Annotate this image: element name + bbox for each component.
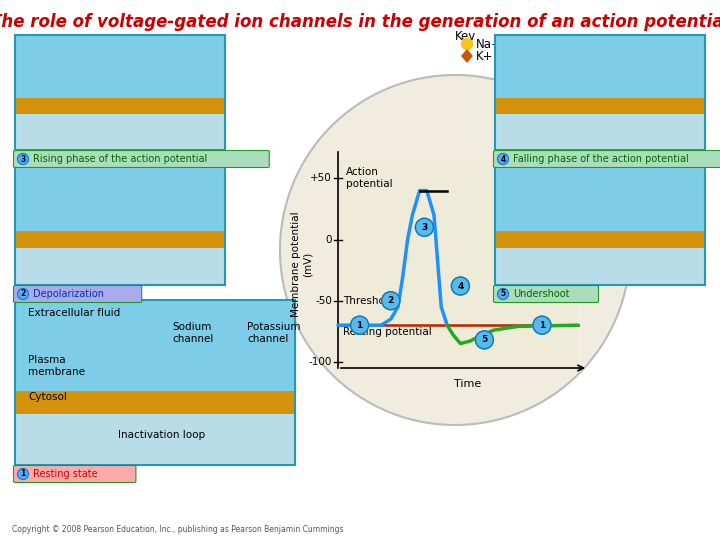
Text: 3: 3 [421, 223, 428, 232]
Bar [495, 35, 705, 98]
Text: 1: 1 [539, 321, 545, 330]
Bar [338, 160, 578, 368]
Bar [15, 114, 225, 150]
Circle shape [17, 288, 29, 300]
Text: Cytosol: Cytosol [28, 392, 67, 402]
Text: 5: 5 [500, 289, 505, 299]
Circle shape [498, 288, 508, 300]
Text: Na+: Na+ [476, 37, 502, 51]
Bar [15, 248, 225, 285]
Text: 1: 1 [356, 321, 363, 330]
Bar [495, 165, 705, 231]
Text: Falling phase of the action potential: Falling phase of the action potential [513, 154, 689, 164]
Bar [15, 300, 295, 465]
Circle shape [533, 316, 551, 334]
Circle shape [415, 218, 433, 237]
FancyBboxPatch shape [14, 151, 269, 167]
Circle shape [280, 75, 630, 425]
Circle shape [498, 153, 508, 165]
Text: Copyright © 2008 Pearson Education, Inc., publishing as Pearson Benjamin Cumming: Copyright © 2008 Pearson Education, Inc.… [12, 525, 343, 534]
Text: Time: Time [454, 379, 482, 389]
FancyBboxPatch shape [493, 286, 598, 302]
Text: +50: +50 [310, 173, 332, 184]
Text: K+: K+ [476, 50, 493, 63]
Text: 2: 2 [387, 296, 394, 305]
Text: Resting state: Resting state [33, 469, 98, 479]
Text: Depolarization: Depolarization [33, 289, 104, 299]
Bar [495, 98, 705, 114]
Bar [495, 165, 705, 285]
Text: -50: -50 [315, 296, 332, 306]
Text: Action
potential: Action potential [346, 167, 392, 188]
FancyBboxPatch shape [14, 465, 136, 483]
FancyBboxPatch shape [14, 286, 142, 302]
Text: Resting potential: Resting potential [343, 327, 432, 337]
Text: 3: 3 [20, 154, 26, 164]
Text: Plasma
membrane: Plasma membrane [28, 355, 85, 376]
Text: Membrane potential
(mV): Membrane potential (mV) [291, 211, 312, 317]
Bar [495, 231, 705, 248]
Text: Undershoot: Undershoot [513, 289, 570, 299]
Circle shape [17, 153, 29, 165]
Bar [495, 114, 705, 150]
Text: 4: 4 [457, 281, 464, 291]
Text: 5: 5 [481, 335, 487, 345]
Circle shape [462, 38, 472, 50]
Bar [15, 414, 295, 465]
Text: 0: 0 [325, 234, 332, 245]
Text: Extracellular fluid: Extracellular fluid [28, 308, 120, 318]
Text: Threshold: Threshold [343, 296, 395, 306]
Text: Potassium
channel: Potassium channel [247, 322, 300, 343]
Bar [15, 35, 225, 98]
Bar [15, 165, 225, 285]
Bar [15, 98, 225, 114]
Bar [495, 35, 705, 150]
Bar [15, 391, 295, 414]
Bar [495, 248, 705, 285]
Bar [15, 300, 295, 391]
Circle shape [382, 292, 400, 310]
Bar [15, 35, 225, 150]
Text: Sodium
channel: Sodium channel [172, 322, 213, 343]
Circle shape [351, 316, 369, 334]
Circle shape [475, 331, 493, 349]
Text: Rising phase of the action potential: Rising phase of the action potential [33, 154, 207, 164]
Text: 1: 1 [20, 469, 26, 478]
FancyBboxPatch shape [493, 151, 720, 167]
Polygon shape [462, 50, 472, 62]
Circle shape [17, 469, 29, 480]
Text: -100: -100 [309, 357, 332, 367]
Bar [15, 231, 225, 248]
Circle shape [451, 277, 469, 295]
Text: 4: 4 [500, 154, 505, 164]
Text: Inactivation loop: Inactivation loop [118, 430, 205, 440]
Text: 2: 2 [20, 289, 26, 299]
Text: The role of voltage-gated ion channels in the generation of an action potential: The role of voltage-gated ion channels i… [0, 13, 720, 31]
Bar [15, 165, 225, 231]
Text: Key: Key [455, 30, 476, 43]
